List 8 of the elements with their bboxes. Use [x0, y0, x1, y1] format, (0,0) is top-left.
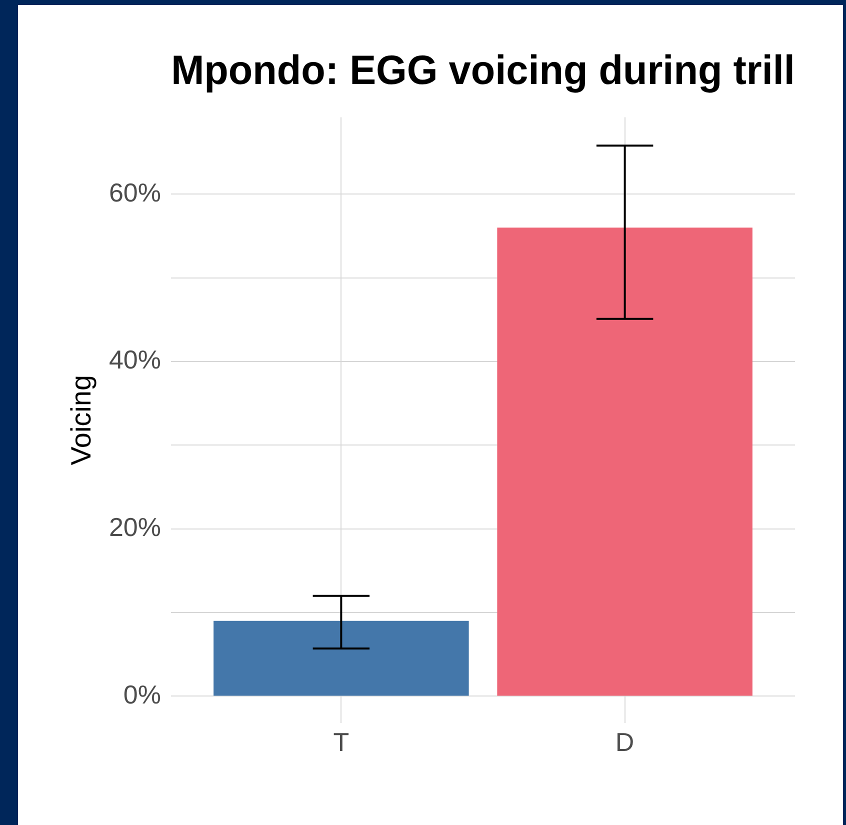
- y-tick-label: 60%: [108, 177, 161, 208]
- y-axis-title: Voicing: [66, 374, 97, 466]
- x-tick-label: D: [615, 726, 634, 757]
- x-tick-label: T: [333, 726, 350, 757]
- chart-title: Mpondo: EGG voicing during trill: [171, 46, 795, 94]
- y-tick-label: 40%: [108, 344, 161, 375]
- y-tick-label: 20%: [108, 512, 161, 542]
- y-tick-label: 0%: [123, 679, 161, 710]
